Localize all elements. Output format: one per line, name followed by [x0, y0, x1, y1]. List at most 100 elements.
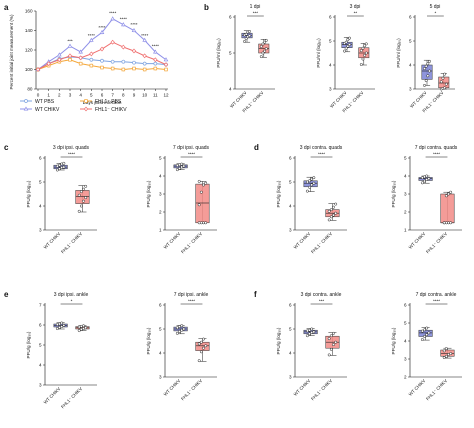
y-tick-label: 5 [159, 156, 162, 161]
data-point [62, 323, 66, 327]
data-point [180, 328, 184, 332]
y-tick-label: 3 [39, 228, 42, 233]
data-point [199, 340, 203, 344]
data-point [182, 327, 186, 331]
legend-label: FHL1⁻ PBS [95, 99, 122, 105]
data-point [344, 40, 348, 44]
significance-label: **** [188, 152, 195, 157]
data-point [46, 61, 51, 67]
data-point [305, 189, 309, 193]
y-tick-label: 3 [404, 192, 407, 197]
data-point [308, 185, 311, 189]
data-point [79, 204, 83, 208]
data-point [305, 180, 309, 184]
data-point [332, 343, 335, 347]
data-point [180, 162, 184, 166]
data-point [132, 60, 136, 65]
data-point [444, 354, 448, 358]
data-point [60, 321, 64, 325]
category-label: WT CHIKV [293, 231, 312, 250]
category-label: FHL1⁻ CHIKV [425, 231, 448, 254]
data-point [348, 36, 351, 40]
y-tick-label: 100 [25, 67, 33, 72]
significance-label: **** [98, 25, 105, 30]
data-point [261, 51, 265, 55]
data-point [327, 337, 331, 341]
box [75, 190, 90, 204]
data-point [426, 74, 430, 78]
data-point [264, 38, 268, 42]
data-point [364, 42, 368, 46]
legend-symbol [84, 99, 88, 103]
data-point [89, 63, 94, 68]
data-point [121, 67, 126, 72]
subplot-title: 7 dpi ipsi. ankle [174, 292, 209, 298]
y-tick-label: 6 [404, 303, 407, 308]
data-point [346, 38, 350, 42]
data-point [361, 57, 365, 61]
y-tick-label: 5 [289, 180, 292, 185]
data-point [329, 208, 333, 212]
data-point [84, 326, 88, 330]
y-axis-title: PFU/g (log₁₀) [391, 327, 396, 354]
y-axis-title: PFU/ml (log₁₀) [216, 38, 221, 68]
category-label: WT CHIKV [408, 231, 427, 250]
data-point [84, 196, 88, 200]
data-point [100, 58, 104, 63]
y-tick-label: 3 [159, 192, 162, 197]
data-point [424, 79, 428, 83]
y-tick-label: 3 [39, 383, 42, 388]
y-tick-label: 4 [39, 204, 42, 209]
panel-label-a: a [4, 3, 9, 12]
data-point [142, 37, 147, 42]
y-tick-label: 80 [27, 87, 33, 92]
data-point [248, 34, 251, 38]
data-point [259, 55, 263, 59]
data-point [121, 22, 126, 27]
data-point [84, 184, 88, 188]
y-tick-label: 140 [25, 28, 33, 33]
data-point [359, 63, 363, 66]
data-point [89, 37, 94, 42]
data-point [58, 163, 61, 167]
data-point [312, 181, 316, 185]
y-tick-label: 6 [159, 303, 162, 308]
y-tick-label: 4 [329, 63, 332, 68]
y-axis-title: PFU/ml (log₁₀) [316, 38, 321, 68]
legend-label: WT PBS [35, 99, 55, 105]
significance-label: *** [67, 39, 73, 44]
data-point [99, 29, 105, 35]
subplot-title: 1 dpi [250, 4, 261, 10]
y-tick-label: 5 [409, 39, 412, 44]
y-tick-label: 4 [404, 174, 407, 179]
data-point [359, 49, 363, 53]
y-tick-label: 5 [39, 343, 42, 348]
y-tick-label: 3 [409, 87, 412, 92]
data-point [425, 174, 429, 178]
y-tick-label: 1 [159, 228, 162, 233]
data-point [164, 67, 168, 72]
data-point [153, 61, 158, 66]
y-tick-label: 3 [289, 228, 292, 233]
data-point [204, 344, 208, 348]
data-point [110, 16, 115, 21]
category-label: FHL1⁻ CHIKV [180, 378, 203, 401]
x-tick-label: 3 [69, 93, 72, 98]
data-point [263, 49, 267, 53]
y-tick-label: 7 [39, 303, 42, 308]
significance-label: **** [130, 22, 137, 27]
data-point [310, 327, 314, 331]
data-point [327, 353, 331, 357]
box [195, 183, 210, 224]
data-point [447, 192, 450, 196]
data-point [426, 62, 430, 66]
data-point [443, 86, 447, 90]
data-point [348, 43, 351, 47]
data-point [82, 324, 85, 328]
data-point [444, 347, 448, 351]
data-point [82, 187, 85, 191]
data-point [78, 49, 83, 54]
data-point [180, 324, 184, 328]
category-label: WT CHIKV [43, 231, 62, 250]
data-point [163, 57, 169, 62]
